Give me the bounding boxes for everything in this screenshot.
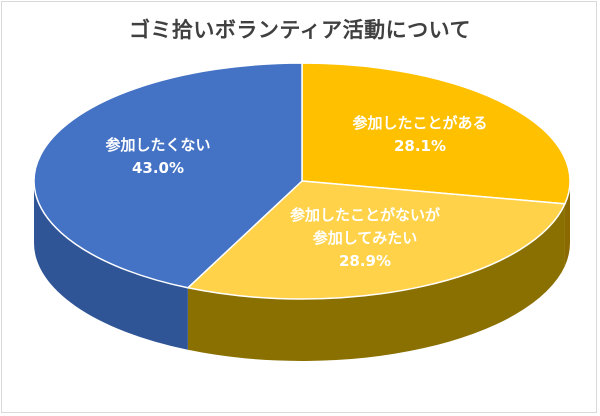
slice-category-label: 参加したことがある xyxy=(352,114,487,132)
slice-value-label: 28.9% xyxy=(339,252,391,270)
pie-slice-0 xyxy=(301,62,571,205)
chart-title: ゴミ拾いボランティア活動について xyxy=(128,18,472,42)
slice-value-label: 28.1% xyxy=(394,137,446,155)
pie-tops xyxy=(33,62,571,300)
pie-slice-1 xyxy=(186,180,567,300)
slice-category-label: 参加したくない xyxy=(105,136,210,154)
pie-slice-2 xyxy=(33,62,303,289)
slice-category-label: 参加してみたい xyxy=(313,229,418,247)
pie-slice-side-2 xyxy=(34,181,188,350)
slice-category-label: 参加したことがないが xyxy=(290,206,441,224)
slice-value-label: 43.0% xyxy=(132,159,184,177)
slice-label-2: 参加したくない 43.0% xyxy=(105,136,210,177)
slice-label-0: 参加したことがある 28.1% xyxy=(352,114,487,155)
pie-slice-side-1 xyxy=(187,203,565,361)
